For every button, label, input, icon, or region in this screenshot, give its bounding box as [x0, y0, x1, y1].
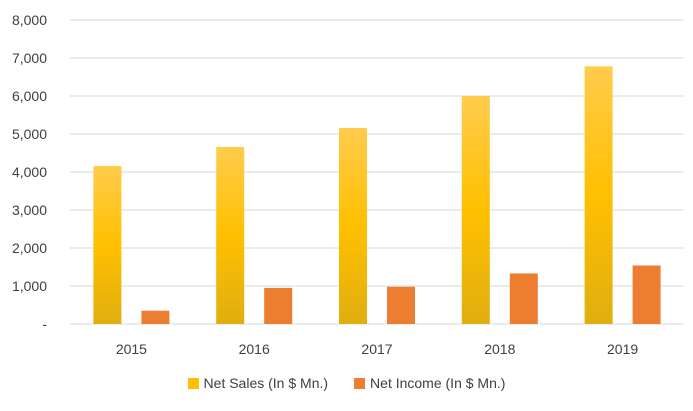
- y-tick-label: 4,000: [12, 164, 47, 180]
- bar-net-sales: [461, 96, 490, 324]
- y-tick-label: 6,000: [12, 88, 47, 104]
- legend-item-net-income: Net Income (In $ Mn.): [354, 375, 505, 391]
- gridlines: [70, 19, 684, 325]
- x-tick-label: 2015: [116, 341, 147, 357]
- x-tick-label: 2019: [607, 341, 638, 357]
- legend-item-net-sales: Net Sales (In $ Mn.): [187, 375, 329, 391]
- legend-label-net-income: Net Income (In $ Mn.): [370, 375, 506, 391]
- legend: Net Sales (In $ Mn.) Net Income (In $ Mn…: [0, 375, 693, 391]
- y-tick-label: 2,000: [12, 240, 47, 256]
- y-tick-label: 5,000: [12, 126, 47, 142]
- y-tick-label: 3,000: [12, 202, 47, 218]
- legend-swatch-net-sales: [187, 377, 199, 389]
- y-tick-label: -: [42, 316, 47, 332]
- bar-net-income: [509, 273, 538, 324]
- bar-net-sales: [339, 127, 367, 324]
- x-tick-label: 2018: [484, 341, 515, 357]
- bar-net-income: [632, 265, 661, 324]
- bar-net-sales: [584, 66, 613, 325]
- y-axis: - 1,000 2,000 3,000 4,000 5,000 6,000 7,000 8,00…: [12, 12, 47, 332]
- y-tick-label: 1,000: [12, 278, 47, 294]
- x-tick-label: 2016: [239, 341, 270, 357]
- x-tick-label: 2017: [361, 341, 392, 357]
- y-tick-label: 8,000: [12, 12, 47, 28]
- bar-net-sales: [93, 165, 122, 324]
- legend-swatch-net-income: [354, 377, 366, 389]
- legend-label-net-sales: Net Sales (In $ Mn.): [203, 375, 329, 391]
- bar-net-income: [387, 286, 415, 324]
- bars: [93, 66, 661, 325]
- bar-net-income: [141, 310, 170, 324]
- x-axis: 2015 2016 2017 2018 2019: [116, 341, 639, 357]
- bar-net-income: [264, 287, 293, 324]
- y-tick-label: 7,000: [12, 50, 47, 66]
- bar-net-sales: [216, 146, 245, 324]
